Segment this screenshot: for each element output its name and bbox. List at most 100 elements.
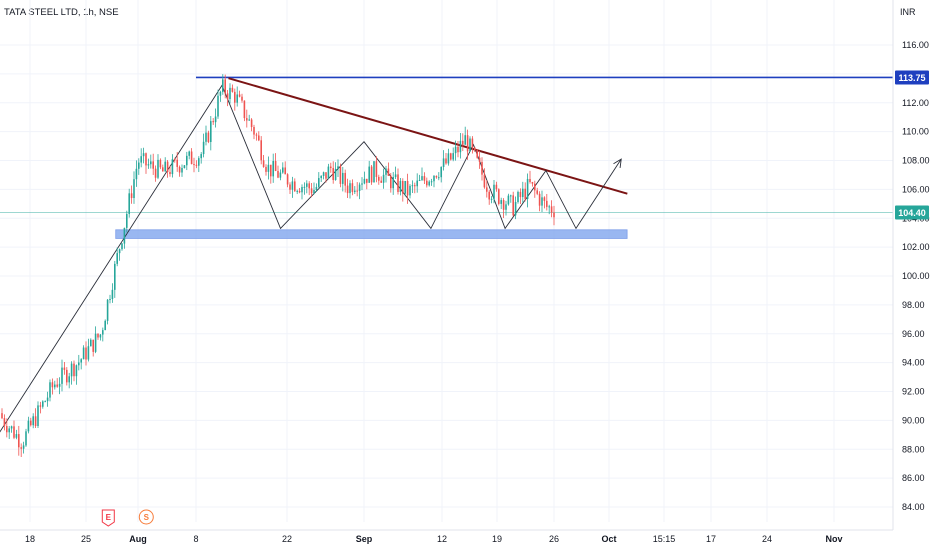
price-label: 104.40 bbox=[898, 208, 926, 218]
candle-body bbox=[493, 184, 495, 199]
candle-body bbox=[387, 168, 390, 176]
candle-body bbox=[183, 165, 186, 169]
candle-body bbox=[553, 212, 555, 218]
candle-body bbox=[186, 155, 188, 166]
event-label: S bbox=[144, 513, 150, 522]
candle-body bbox=[142, 153, 145, 157]
candle-body bbox=[392, 177, 394, 189]
y-tick-label: 100.00 bbox=[902, 271, 930, 281]
x-tick-label: 17 bbox=[706, 534, 716, 544]
candle-body bbox=[25, 431, 27, 446]
candle-body bbox=[260, 140, 262, 161]
x-tick-label: 8 bbox=[193, 534, 198, 544]
candle-body bbox=[210, 121, 212, 142]
candle-body bbox=[272, 161, 274, 177]
candle-body bbox=[111, 289, 114, 300]
candle-body bbox=[224, 79, 226, 94]
candle-body bbox=[147, 164, 150, 166]
candle-body bbox=[178, 166, 181, 173]
candle-body bbox=[44, 401, 46, 403]
candle-body bbox=[320, 175, 322, 179]
candle-body bbox=[452, 153, 454, 160]
candle-body bbox=[406, 180, 409, 196]
x-tick-label: Nov bbox=[825, 534, 842, 544]
candle-body bbox=[267, 164, 270, 172]
candle-body bbox=[447, 153, 450, 164]
candle-body bbox=[190, 151, 193, 165]
candle-body bbox=[440, 166, 442, 178]
candle-body bbox=[70, 363, 73, 377]
candle-body bbox=[370, 166, 373, 183]
arrow-head bbox=[613, 158, 622, 169]
candle-body bbox=[6, 426, 8, 433]
x-tick-label: 15:15 bbox=[653, 534, 676, 544]
candle-body bbox=[301, 187, 303, 193]
candle-body bbox=[27, 420, 30, 432]
candle-body bbox=[495, 184, 498, 190]
candle-body bbox=[481, 161, 483, 175]
candle-body bbox=[133, 179, 135, 199]
y-tick-label: 110.00 bbox=[902, 127, 929, 137]
candle-body bbox=[373, 161, 375, 183]
candle-body bbox=[138, 162, 140, 169]
candle-body bbox=[286, 174, 289, 185]
candle-body bbox=[474, 147, 476, 151]
candle-body bbox=[46, 397, 49, 402]
currency-label: INR bbox=[900, 7, 916, 17]
candle-body bbox=[78, 362, 80, 366]
candle-body bbox=[229, 87, 231, 100]
candle-body bbox=[404, 180, 406, 194]
y-tick-label: 116.00 bbox=[902, 40, 929, 50]
candle-body bbox=[135, 168, 138, 180]
event-marker[interactable]: S bbox=[138, 509, 154, 525]
candle-body bbox=[73, 363, 75, 377]
candle-body bbox=[507, 195, 510, 205]
candle-body bbox=[416, 180, 418, 187]
candle-body bbox=[318, 178, 320, 187]
x-tick-label: 24 bbox=[762, 534, 772, 544]
candle-body bbox=[402, 180, 404, 194]
candle-body bbox=[445, 158, 447, 164]
drawings bbox=[0, 76, 893, 433]
candle-body bbox=[435, 175, 438, 178]
candle-body bbox=[517, 191, 519, 203]
candle-body bbox=[61, 367, 63, 384]
candle-body bbox=[270, 164, 272, 177]
candle-body bbox=[205, 132, 207, 142]
candle-body bbox=[262, 160, 265, 167]
candle-body bbox=[195, 164, 198, 166]
candle-body bbox=[289, 184, 291, 190]
candle-body bbox=[514, 202, 517, 216]
x-tick-label: 19 bbox=[492, 534, 502, 544]
candle-body bbox=[37, 405, 39, 426]
candle-body bbox=[200, 154, 202, 159]
candle-body bbox=[510, 195, 512, 197]
candle-body bbox=[130, 193, 133, 199]
candle-body bbox=[378, 176, 380, 181]
event-marker[interactable]: E bbox=[101, 509, 115, 527]
candle-body bbox=[30, 420, 32, 426]
candle-body bbox=[20, 447, 22, 449]
candle-body bbox=[118, 249, 121, 254]
candle-body bbox=[368, 166, 370, 183]
candle-body bbox=[193, 164, 195, 166]
candle-body bbox=[476, 150, 478, 158]
descending-trendline bbox=[228, 77, 628, 195]
candle-body bbox=[327, 166, 330, 179]
candle-body bbox=[486, 187, 488, 192]
y-tick-label: 112.00 bbox=[902, 98, 929, 108]
candle-body bbox=[154, 168, 157, 178]
candle-body bbox=[3, 418, 6, 427]
candle-body bbox=[322, 172, 325, 176]
candle-body bbox=[534, 183, 536, 191]
candle-body bbox=[198, 158, 200, 166]
candle-body bbox=[68, 376, 70, 383]
candle-body bbox=[418, 180, 421, 182]
candle-body bbox=[121, 243, 123, 250]
candle-body bbox=[274, 161, 277, 171]
candle-body bbox=[277, 170, 279, 178]
candle-body bbox=[428, 181, 430, 186]
x-tick-label: 25 bbox=[81, 534, 91, 544]
